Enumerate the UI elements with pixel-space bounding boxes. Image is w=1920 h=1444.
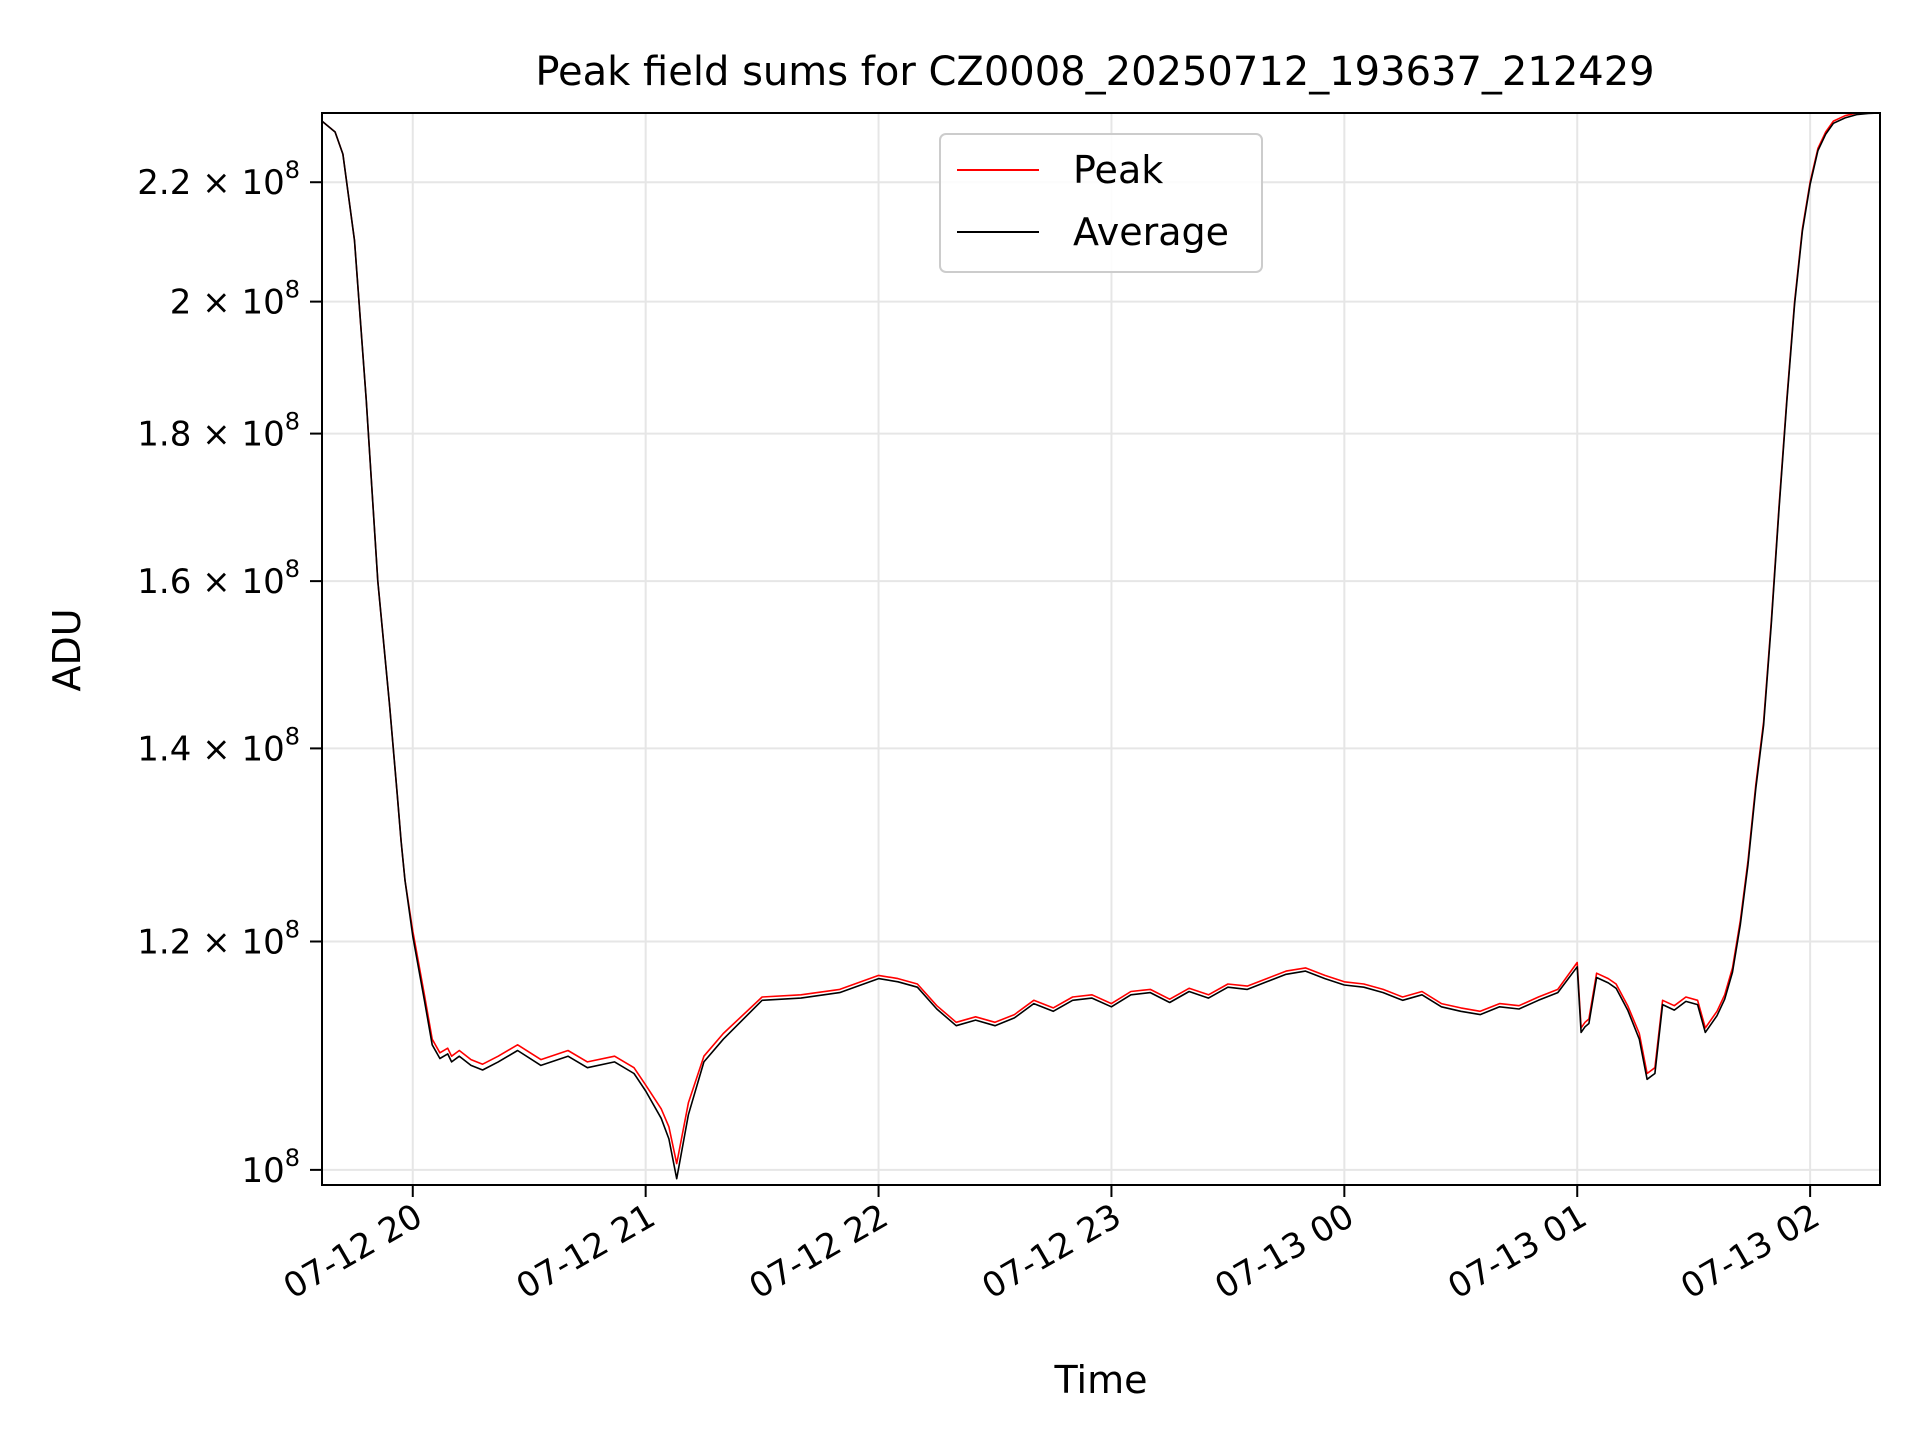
legend-label-peak: Peak xyxy=(1073,148,1163,192)
legend-box xyxy=(939,133,1263,273)
y-tick-base: 10 xyxy=(241,283,284,323)
y-tick-exponent: 8 xyxy=(285,276,300,304)
y-tick-mantissa: 1.2 xyxy=(137,922,191,962)
y-tick-label: 1.6 × 108 xyxy=(137,555,300,602)
y-tick-exponent: 8 xyxy=(285,555,300,583)
y-tick-exponent: 8 xyxy=(285,722,300,750)
y-tick-base: 10 xyxy=(241,562,284,602)
y-tick-times: × xyxy=(191,163,241,203)
y-tick-label: 2 × 108 xyxy=(170,276,300,323)
y-tick-mantissa: 1.8 xyxy=(137,415,191,455)
y-tick-mantissa: 2.2 xyxy=(137,163,191,203)
y-tick-exponent: 8 xyxy=(285,156,300,184)
y-tick-label: 1.4 × 108 xyxy=(137,722,300,769)
y-tick-times: × xyxy=(191,415,241,455)
y-tick-exponent: 8 xyxy=(285,408,300,436)
y-axis-label: ADU xyxy=(45,608,89,691)
y-tick-times: × xyxy=(191,729,241,769)
y-tick-mantissa: 1.6 xyxy=(137,562,191,602)
legend: Peak Average xyxy=(939,133,1263,273)
y-tick-times: × xyxy=(191,922,241,962)
y-tick-base: 10 xyxy=(241,1151,284,1191)
y-tick-exponent: 8 xyxy=(285,915,300,943)
series-layer xyxy=(321,112,1881,1180)
y-tick-exponent: 8 xyxy=(285,1144,300,1172)
series-line-peak xyxy=(321,112,1880,1165)
series-line-average xyxy=(321,112,1881,1180)
x-axis-label: Time xyxy=(1054,1358,1148,1402)
y-tick-base: 10 xyxy=(241,163,284,203)
y-tick-label: 2.2 × 108 xyxy=(137,156,300,203)
y-tick-label: 1.2 × 108 xyxy=(137,915,300,962)
y-tick-label: 108 xyxy=(241,1144,300,1191)
y-tick-base: 10 xyxy=(241,415,284,455)
y-tick-mantissa: 2 xyxy=(170,283,192,323)
y-tick-times: × xyxy=(191,283,241,323)
y-tick-base: 10 xyxy=(241,922,284,962)
y-tick-mantissa: 1.4 xyxy=(137,729,191,769)
y-tick-times: × xyxy=(191,562,241,602)
y-tick-label: 1.8 × 108 xyxy=(137,408,300,455)
y-tick-base: 10 xyxy=(241,729,284,769)
chart-title: Peak field sums for CZ0008_20250712_1936… xyxy=(535,49,1654,95)
legend-label-average: Average xyxy=(1073,210,1229,254)
plot-frame xyxy=(321,112,1881,1186)
